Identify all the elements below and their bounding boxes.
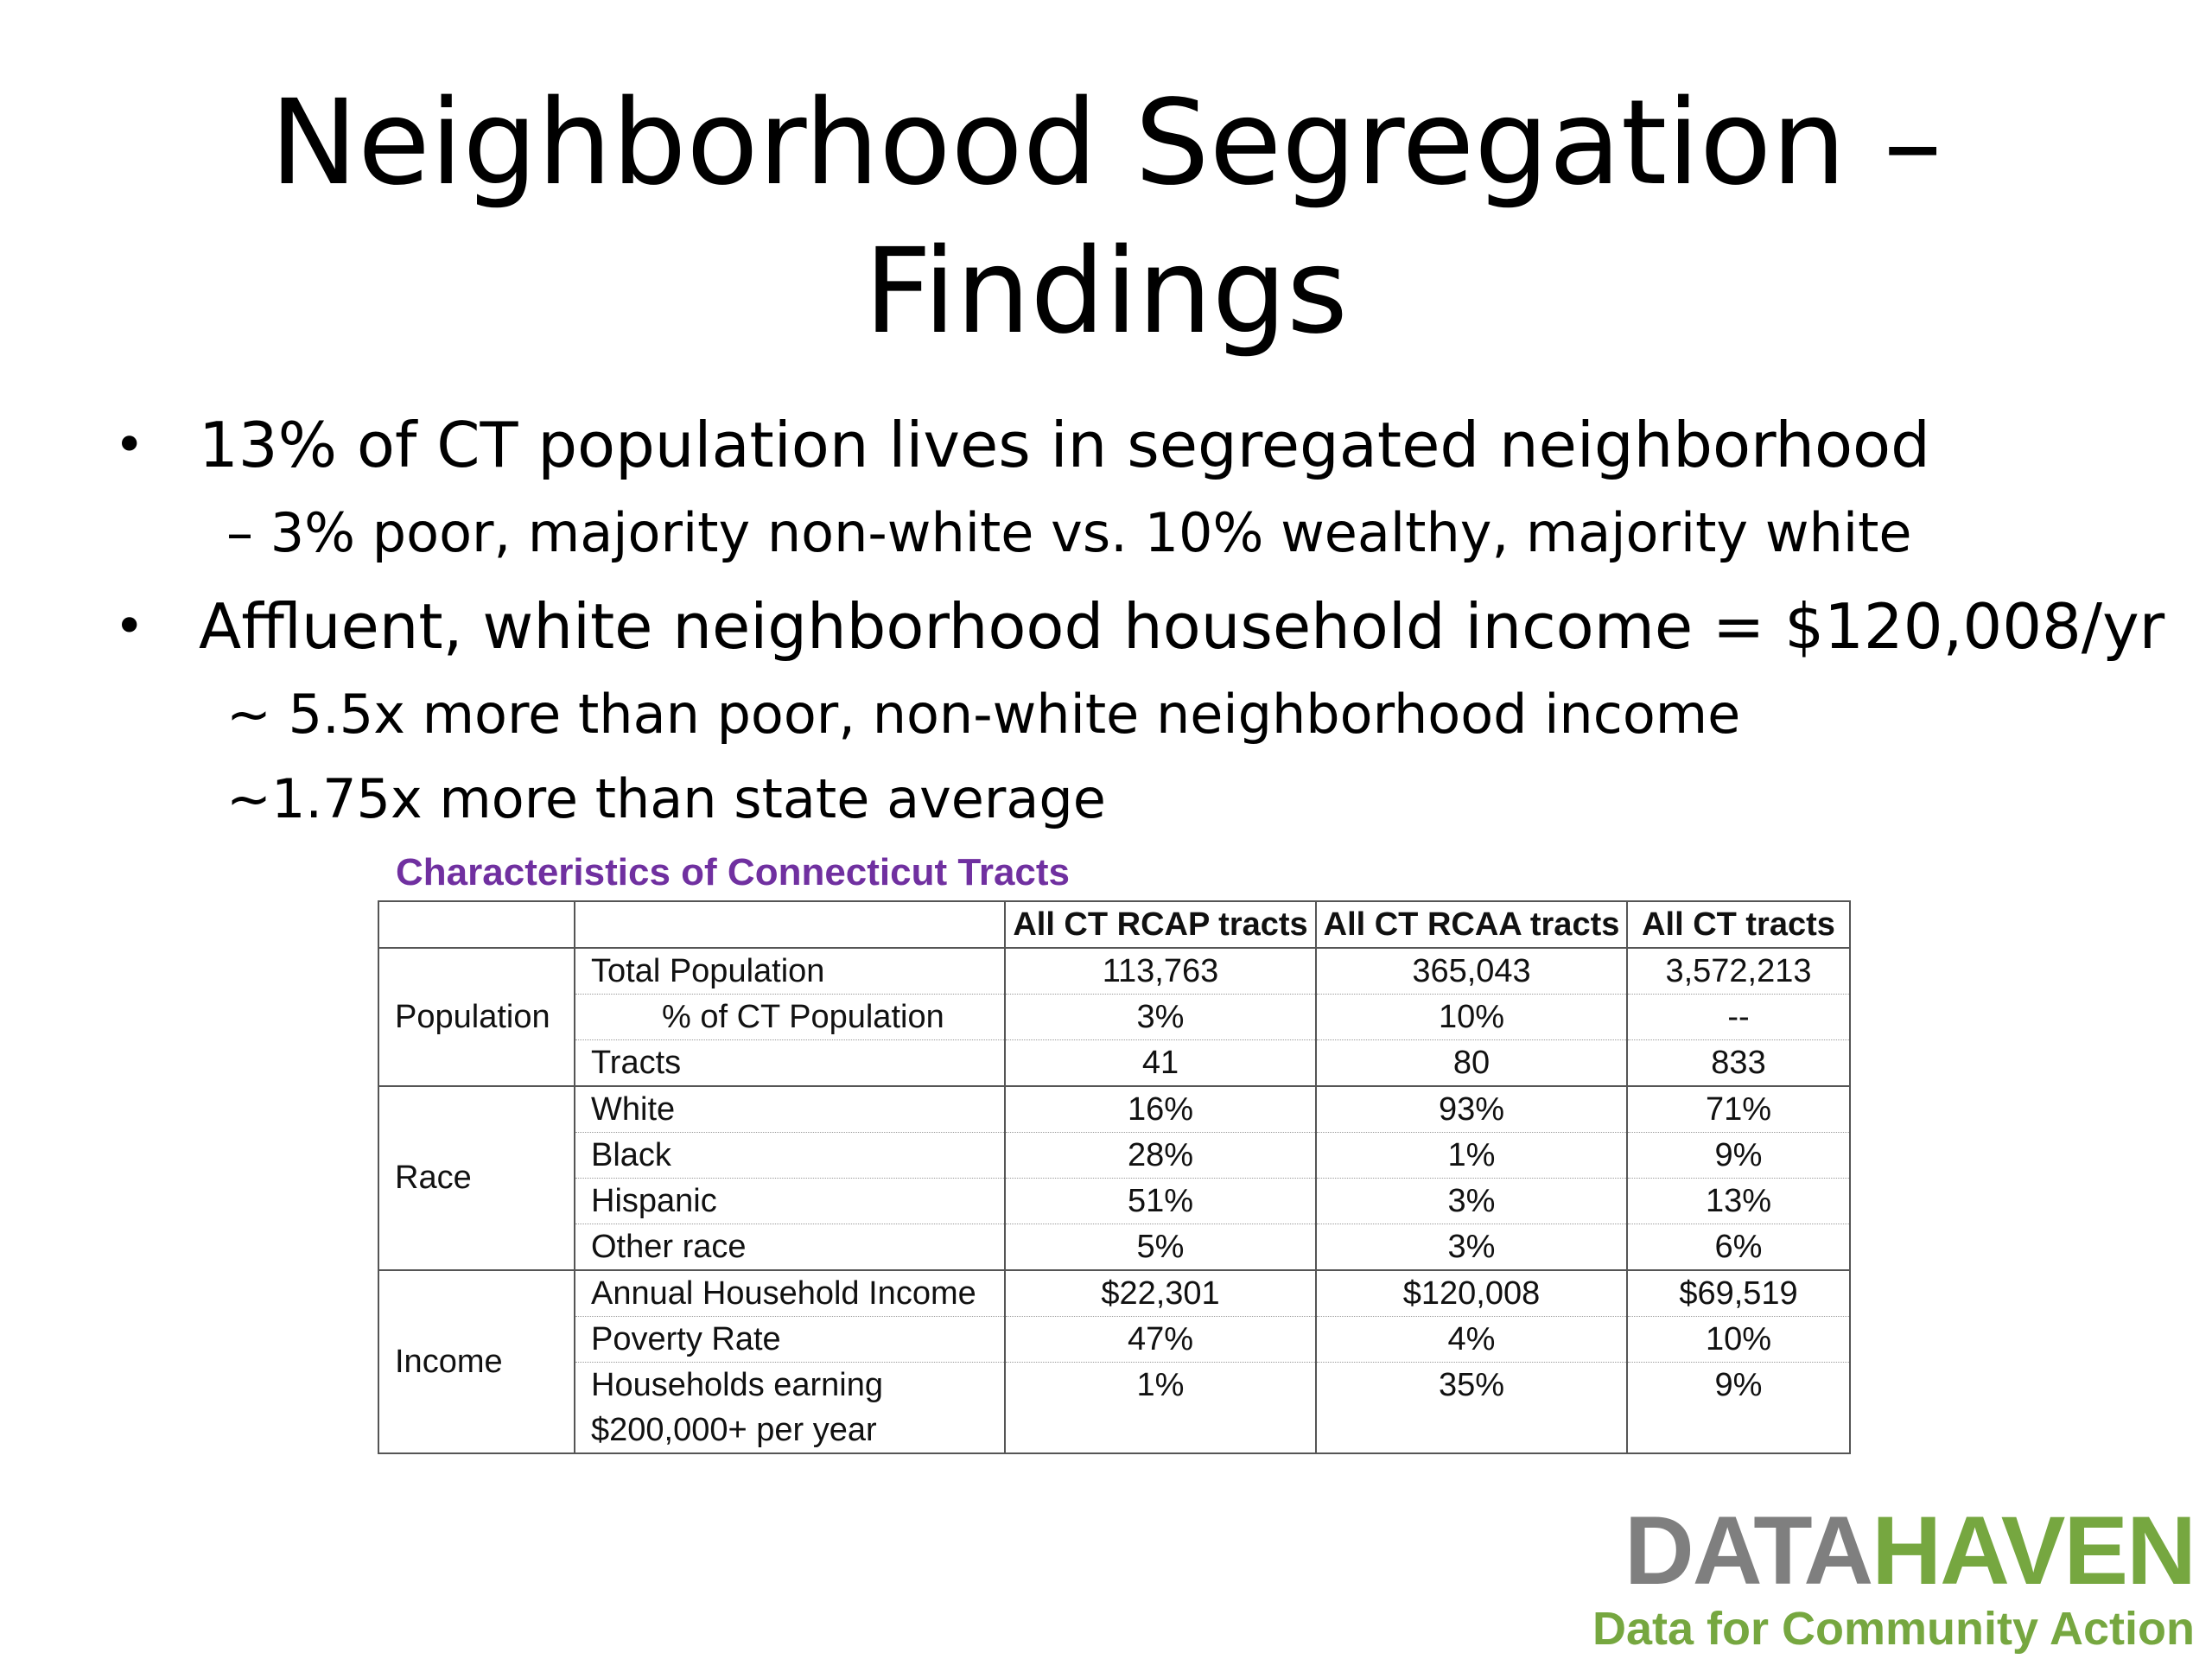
group-label-race: Race bbox=[378, 1085, 575, 1271]
cell-value: 3% bbox=[1315, 1178, 1628, 1224]
cell-value: 71% bbox=[1626, 1085, 1851, 1133]
cell-value: 4% bbox=[1315, 1316, 1628, 1363]
table-row: Population Total Population 113,763 365,… bbox=[378, 947, 1851, 1087]
table-row: Poverty Rate 47% 4% 10% bbox=[378, 1316, 1851, 1363]
cell-value: 35% bbox=[1315, 1362, 1628, 1454]
cell-value: 13% bbox=[1626, 1178, 1851, 1224]
table-row: Tracts 41 80 833 bbox=[378, 1039, 1851, 1087]
cell-value: 10% bbox=[1315, 994, 1628, 1040]
row-label: Tracts bbox=[574, 1039, 1006, 1087]
bullet-1-text: 13% of CT population lives in segregated… bbox=[199, 409, 1930, 481]
cell-value: 9% bbox=[1626, 1132, 1851, 1179]
cell-value: 6% bbox=[1626, 1224, 1851, 1271]
row-label: Total Population bbox=[574, 947, 1006, 995]
row-label: Poverty Rate bbox=[574, 1316, 1006, 1363]
group-label-income: Income bbox=[378, 1269, 575, 1454]
group-label-population: Population bbox=[378, 947, 575, 1087]
cell-value: 9% bbox=[1626, 1362, 1851, 1454]
header-cell: All CT RCAA tracts bbox=[1315, 900, 1628, 949]
table-row: Black 28% 1% 9% bbox=[378, 1132, 1851, 1179]
row-label-line-1: Households earning bbox=[591, 1367, 884, 1403]
slide-title-line-1: Neighborhood Segregation – bbox=[270, 75, 1942, 212]
cell-value: 10% bbox=[1626, 1316, 1851, 1363]
tracts-table: All CT RCAP tracts All CT RCAA tracts Al… bbox=[378, 900, 1851, 1454]
cell-value: $120,008 bbox=[1315, 1269, 1628, 1317]
row-label: White bbox=[574, 1085, 1006, 1133]
table-row: Households earning $200,000+ per year 1%… bbox=[378, 1362, 1851, 1454]
table-caption: Characteristics of Connecticut Tracts bbox=[396, 851, 1071, 893]
header-cell: All CT RCAP tracts bbox=[1004, 900, 1317, 949]
cell-value: 41 bbox=[1004, 1039, 1317, 1087]
cell-value: 51% bbox=[1004, 1178, 1317, 1224]
cell-value: 16% bbox=[1004, 1085, 1317, 1133]
row-label: Households earning $200,000+ per year bbox=[574, 1362, 1006, 1454]
datahaven-logo: DATAHAVEN bbox=[1624, 1497, 2196, 1605]
cell-value-text: 35% bbox=[1438, 1367, 1505, 1403]
table-row: Race White 16% 93% 71% bbox=[378, 1085, 1851, 1271]
cell-value: 93% bbox=[1315, 1085, 1628, 1133]
cell-value: 80 bbox=[1315, 1039, 1628, 1087]
cell-value: $22,301 bbox=[1004, 1269, 1317, 1317]
cell-value-text: 9% bbox=[1714, 1367, 1763, 1403]
bullet-dot: • bbox=[114, 596, 145, 657]
logo-haven-part: HAVEN bbox=[1872, 1497, 2196, 1605]
bullet-2-text: Affluent, white neighborhood household i… bbox=[199, 590, 2165, 663]
cell-value: 28% bbox=[1004, 1132, 1317, 1179]
row-label: Other race bbox=[574, 1224, 1006, 1271]
cell-value: 47% bbox=[1004, 1316, 1317, 1363]
table-row: Hispanic 51% 3% 13% bbox=[378, 1178, 1851, 1224]
cell-value-text: 1% bbox=[1136, 1367, 1185, 1403]
row-label: Annual Household Income bbox=[574, 1269, 1006, 1317]
row-label: % of CT Population bbox=[574, 994, 1006, 1040]
header-cell bbox=[378, 900, 575, 949]
table-row: Income Annual Household Income $22,301 $… bbox=[378, 1269, 1851, 1454]
slide-title: Neighborhood Segregation – Findings bbox=[0, 69, 2212, 366]
table-row: Other race 5% 3% 6% bbox=[378, 1224, 1851, 1271]
row-label: Black bbox=[574, 1132, 1006, 1179]
cell-value: -- bbox=[1626, 994, 1851, 1040]
table-header-row: All CT RCAP tracts All CT RCAA tracts Al… bbox=[378, 900, 1851, 949]
cell-value: 1% bbox=[1315, 1132, 1628, 1179]
header-cell: All CT tracts bbox=[1626, 900, 1851, 949]
header-cell bbox=[575, 900, 1006, 949]
cell-value: 5% bbox=[1004, 1224, 1317, 1271]
bullet-dot: • bbox=[114, 415, 145, 475]
cell-value: 3% bbox=[1004, 994, 1317, 1040]
bullet-2-sub-2: ~1.75x more than state average bbox=[226, 767, 1106, 830]
slide-title-line-2: Findings bbox=[864, 224, 1348, 360]
cell-value: 113,763 bbox=[1004, 947, 1317, 995]
table-row: % of CT Population 3% 10% -- bbox=[378, 994, 1851, 1040]
row-label: Hispanic bbox=[574, 1178, 1006, 1224]
cell-value: 833 bbox=[1626, 1039, 1851, 1087]
cell-value: 3,572,213 bbox=[1626, 947, 1851, 995]
cell-value: 3% bbox=[1315, 1224, 1628, 1271]
cell-value: 365,043 bbox=[1315, 947, 1628, 995]
logo-tagline: Data for Community Action bbox=[1592, 1603, 2195, 1655]
bullet-1-sub-1: – 3% poor, majority non-white vs. 10% we… bbox=[226, 501, 1912, 564]
cell-value: $69,519 bbox=[1626, 1269, 1851, 1317]
row-label-line-2: $200,000+ per year bbox=[591, 1412, 877, 1448]
cell-value: 1% bbox=[1004, 1362, 1317, 1454]
logo-data-part: DATA bbox=[1624, 1497, 1873, 1605]
bullet-2-sub-1: ~ 5.5x more than poor, non-white neighbo… bbox=[226, 683, 1741, 746]
